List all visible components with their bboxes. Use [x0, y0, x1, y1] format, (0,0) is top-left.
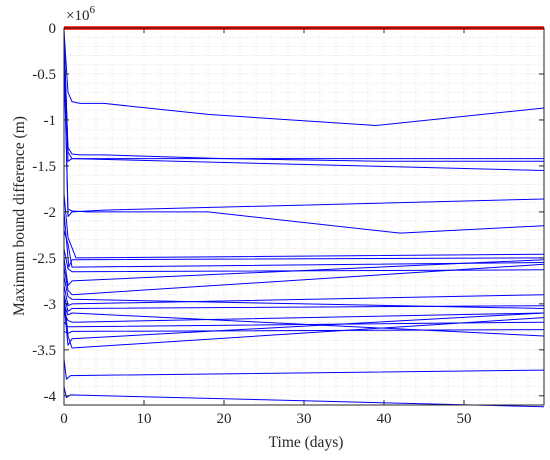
y-multiplier-label: ×106 — [66, 4, 95, 24]
series-line-11 — [63, 257, 545, 286]
x-tick-label: 0 — [60, 411, 68, 427]
series-line-14 — [63, 285, 545, 307]
axis-ticks — [63, 27, 544, 405]
y-tick-label: -1 — [44, 113, 57, 129]
y-tick-label: -3.5 — [32, 343, 56, 359]
y-tick-label: -0.5 — [32, 67, 56, 83]
y-tick-label: -2.5 — [32, 251, 56, 267]
plot-frame — [63, 27, 545, 406]
y-tick-label: -4 — [44, 389, 57, 405]
y-tick-labels: 0 -0.5 -1 -1.5 -2 -2.5 -3 -3.5 -4 — [32, 21, 56, 405]
series-line-17 — [63, 312, 545, 323]
series-line-9 — [63, 230, 545, 268]
x-tick-label: 10 — [137, 411, 152, 427]
series-line-15 — [63, 294, 545, 312]
series-line-21 — [63, 294, 545, 349]
y-multiplier-base: ×10 — [66, 8, 89, 24]
series-line-6 — [63, 55, 545, 217]
x-tick-label: 50 — [457, 411, 472, 427]
y-axis-label: Maximum bound difference (m) — [11, 116, 28, 316]
y-multiplier-exponent: 6 — [89, 4, 95, 16]
series-line-1 — [63, 29, 545, 126]
x-tick-label: 30 — [297, 411, 312, 427]
series-line-19 — [63, 329, 545, 334]
series-line-12 — [63, 263, 545, 296]
y-tick-label: -2 — [44, 205, 57, 221]
y-tick-label: -3 — [44, 297, 57, 313]
series-line-2 — [63, 37, 544, 162]
x-tick-labels: 0 10 20 30 40 50 — [60, 411, 471, 427]
grid — [64, 28, 544, 405]
series-group — [63, 29, 545, 408]
y-tick-label: 0 — [49, 21, 57, 37]
x-tick-label: 20 — [217, 411, 232, 427]
series-line-22 — [63, 358, 545, 380]
y-tick-label: -1.5 — [32, 159, 56, 175]
series-line-7 — [63, 193, 545, 259]
x-axis-label: Time (days) — [269, 434, 344, 451]
series-line-13 — [63, 276, 545, 309]
x-tick-label: 40 — [377, 411, 392, 427]
